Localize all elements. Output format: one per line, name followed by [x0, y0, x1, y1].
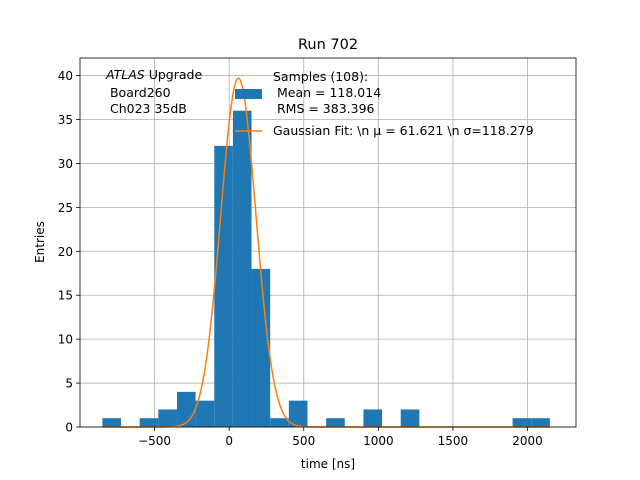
histogram-bar-8	[270, 418, 289, 427]
legend-hist-line-3: RMS = 383.396	[273, 101, 375, 116]
legend-fit-label: Gaussian Fit: \n μ = 61.621 \n σ=118.279	[273, 123, 534, 138]
y-tick-label-3: 15	[58, 289, 73, 303]
y-tick-label-1: 5	[65, 377, 73, 391]
histogram-bar-9	[288, 400, 308, 427]
legend: Samples (108): Mean = 118.014 RMS = 383.…	[235, 69, 534, 138]
x-tick-label-2: 500	[292, 434, 315, 448]
y-tick-label-6: 30	[58, 157, 73, 171]
x-tick-label-0: −500	[138, 434, 171, 448]
histogram-bar-14	[531, 418, 550, 427]
legend-swatch-histogram	[235, 89, 262, 99]
x-tick-label-1: 0	[225, 434, 233, 448]
x-tick-label-3: 1000	[363, 434, 394, 448]
histogram-bar-12	[400, 409, 420, 427]
plot-frame	[79, 57, 577, 428]
axis-ticks: −500 0 500 1000 1500 2000 0 5 10 15 20 25 30 35 40	[58, 69, 543, 448]
grid	[80, 58, 576, 428]
y-tick-label-4: 20	[58, 245, 73, 259]
histogram-bar-11	[363, 409, 383, 427]
annotation-line-3: Ch023 35dB	[106, 101, 187, 116]
annotation-line-1: ATLAS Upgrade	[105, 67, 202, 82]
y-tick-label-5: 25	[58, 201, 73, 215]
chart-title: Run 702	[298, 37, 358, 53]
x-tick-label-5: 2000	[512, 434, 543, 448]
y-tick-label-0: 0	[65, 421, 73, 435]
legend-hist-line-2: Mean = 118.014	[273, 85, 381, 100]
histogram-bar-6	[232, 110, 252, 427]
histogram-bar-7	[251, 268, 271, 427]
y-tick-label-7: 35	[58, 113, 73, 127]
atlas-annotation: ATLAS Upgrade Board260 Ch023 35dB	[105, 67, 202, 116]
y-tick-label-8: 40	[58, 69, 73, 83]
histogram-bar-13	[512, 418, 532, 427]
x-tick-label-4: 1500	[438, 434, 469, 448]
y-axis-label: Entries	[33, 221, 47, 263]
upgrade-label: Upgrade	[145, 67, 203, 82]
atlas-label: ATLAS	[105, 67, 145, 82]
y-tick-label-2: 10	[58, 333, 73, 347]
histogram-bar-1	[139, 418, 159, 427]
histogram-bar-10	[326, 418, 345, 427]
annotation-line-2: Board260	[106, 85, 171, 100]
histogram-bar-5	[214, 145, 233, 427]
histogram-bar-0	[102, 418, 122, 427]
legend-hist-line-1: Samples (108):	[273, 69, 368, 84]
x-axis-label: time [ns]	[301, 457, 355, 471]
histogram-bar-2	[158, 409, 177, 427]
histogram-bar-4	[195, 400, 215, 427]
